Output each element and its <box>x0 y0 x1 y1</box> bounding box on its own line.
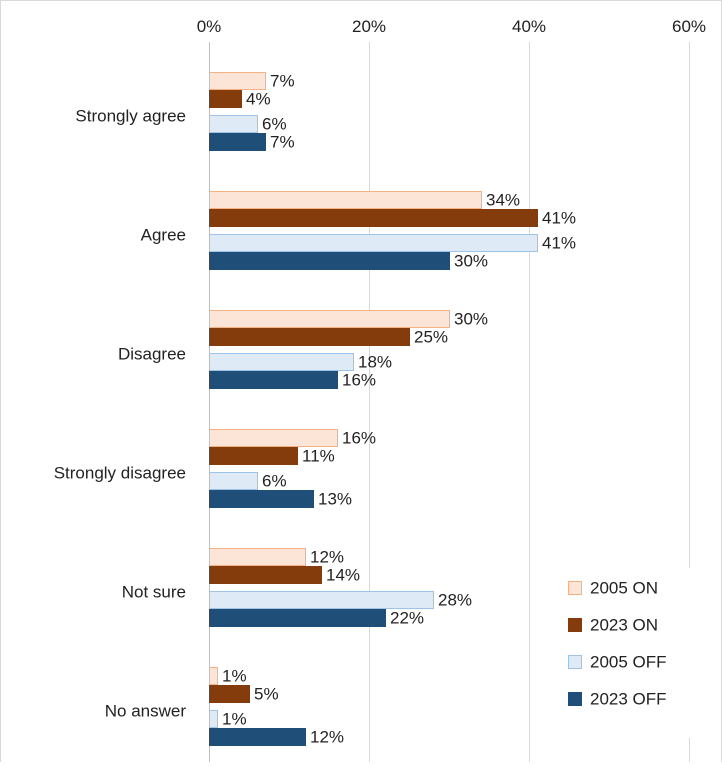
bar-2023-on-disagree <box>209 328 410 346</box>
legend-swatch-2005-on <box>568 581 582 595</box>
legend-swatch-2023-off <box>568 692 582 706</box>
legend-background <box>548 568 698 738</box>
data-label-2005-off-strongly-agree: 6% <box>262 114 287 133</box>
bar-2005-off-strongly-agree <box>209 115 258 133</box>
bar-2005-on-strongly-disagree <box>209 429 338 447</box>
bar-2005-off-agree <box>209 234 538 252</box>
legend-swatch-2005-off <box>568 655 582 669</box>
data-label-2005-off-not-sure: 28% <box>438 590 472 609</box>
legend: 2005 ON 2023 ON 2005 OFF 2023 OFF <box>548 568 698 738</box>
category-label-strongly-disagree: Strongly disagree <box>54 463 186 482</box>
data-label-2005-on-no-answer: 1% <box>222 666 247 685</box>
data-label-2023-off-strongly-disagree: 13% <box>318 489 352 508</box>
data-label-layer: 7% 34% 30% 16% 12% 1% 4% 41% 25% 11% 14% 5% 6% 41% 18%… <box>222 71 576 746</box>
data-label-2005-on-strongly-disagree: 16% <box>342 428 376 447</box>
bar-2023-off-strongly-agree <box>209 133 266 151</box>
bar-2005-off-no-answer <box>209 710 218 728</box>
bar-2023-off-agree <box>209 252 450 270</box>
data-label-2005-on-agree: 34% <box>486 190 520 209</box>
data-label-2023-off-strongly-agree: 7% <box>270 132 295 151</box>
bar-2005-off-disagree <box>209 353 354 371</box>
category-label-strongly-agree: Strongly agree <box>75 106 186 125</box>
data-label-2023-off-not-sure: 22% <box>390 608 424 627</box>
x-tick-label-0: 0% <box>197 17 222 36</box>
bar-2023-on-no-answer <box>209 685 250 703</box>
bar-2023-off-no-answer <box>209 728 306 746</box>
data-label-2005-on-strongly-agree: 7% <box>270 71 295 90</box>
data-label-2023-on-not-sure: 14% <box>326 565 360 584</box>
bar-2005-on-not-sure <box>209 548 306 566</box>
category-label-agree: Agree <box>141 225 186 244</box>
category-label-not-sure: Not sure <box>122 582 186 601</box>
data-label-2023-on-strongly-agree: 4% <box>246 89 271 108</box>
data-label-2005-on-disagree: 30% <box>454 309 488 328</box>
data-label-2023-on-disagree: 25% <box>414 327 448 346</box>
data-label-2005-off-strongly-disagree: 6% <box>262 471 287 490</box>
bar-2005-on-disagree <box>209 310 450 328</box>
axis-layer: 0% 20% 40% 60% Strongly agree Agree Disagree St… <box>54 17 706 720</box>
bar-2005-on-no-answer <box>209 667 218 685</box>
bar-2005-off-strongly-disagree <box>209 472 258 490</box>
x-tick-label-40: 40% <box>512 17 546 36</box>
data-label-2023-on-agree: 41% <box>542 208 576 227</box>
bar-2023-on-strongly-disagree <box>209 447 298 465</box>
data-label-2023-on-no-answer: 5% <box>254 684 279 703</box>
x-tick-label-20: 20% <box>352 17 386 36</box>
legend-label-2023-off: 2023 OFF <box>590 689 667 708</box>
bar-2023-off-not-sure <box>209 609 386 627</box>
bar-2023-on-not-sure <box>209 566 322 584</box>
data-label-2023-off-no-answer: 12% <box>310 727 344 746</box>
data-label-2005-off-agree: 41% <box>542 233 576 252</box>
bar-2023-off-strongly-disagree <box>209 490 314 508</box>
category-label-disagree: Disagree <box>118 344 186 363</box>
bar-2005-on-agree <box>209 191 482 209</box>
bar-2005-off-not-sure <box>209 591 434 609</box>
category-label-no-answer: No answer <box>105 701 187 720</box>
legend-label-2023-on: 2023 ON <box>590 615 658 634</box>
legend-label-2005-off: 2005 OFF <box>590 652 667 671</box>
bar-2023-on-strongly-agree <box>209 90 242 108</box>
legend-swatch-2023-on <box>568 618 582 632</box>
data-label-2023-off-agree: 30% <box>454 251 488 270</box>
bar-2005-on-strongly-agree <box>209 72 266 90</box>
legend-label-2005-on: 2005 ON <box>590 578 658 597</box>
grid-layer <box>209 42 690 762</box>
bar-2023-off-disagree <box>209 371 338 389</box>
bar-layer <box>209 72 538 746</box>
data-label-2023-off-disagree: 16% <box>342 370 376 389</box>
x-tick-label-60: 60% <box>672 17 706 36</box>
data-label-2005-off-no-answer: 1% <box>222 709 247 728</box>
data-label-2005-on-not-sure: 12% <box>310 547 344 566</box>
data-label-2005-off-disagree: 18% <box>358 352 392 371</box>
data-label-2023-on-strongly-disagree: 11% <box>302 446 335 465</box>
bar-2023-on-agree <box>209 209 538 227</box>
